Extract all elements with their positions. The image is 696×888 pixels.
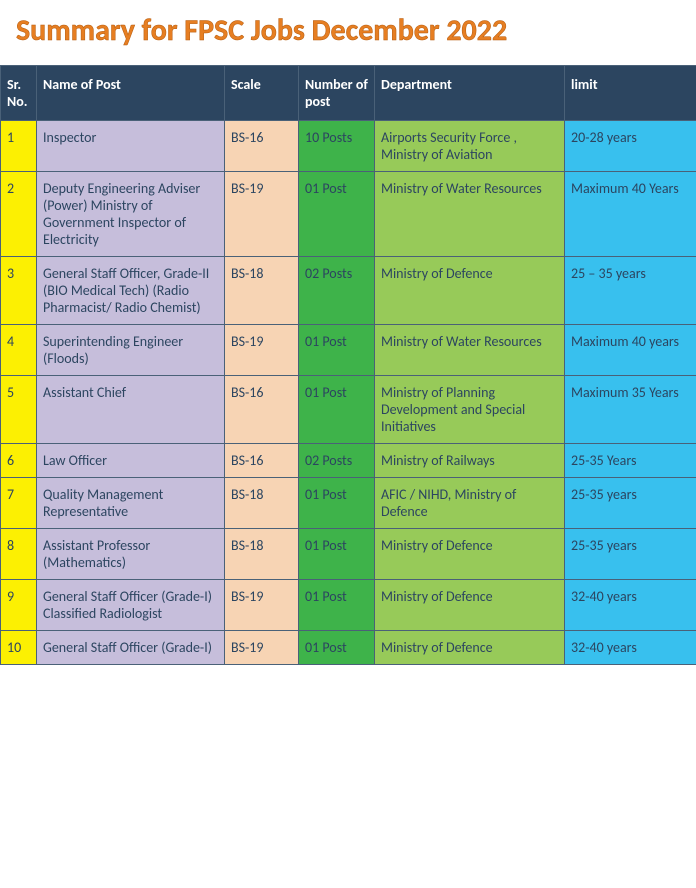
cell-limit: Maximum 40 Years bbox=[565, 172, 696, 257]
cell-num: 01 Post bbox=[299, 376, 375, 444]
cell-scale: BS-19 bbox=[225, 631, 299, 665]
cell-name: General Staff Officer (Grade-I) bbox=[37, 631, 225, 665]
cell-dept: Ministry of Defence bbox=[375, 580, 565, 631]
col-header-limit: limit bbox=[565, 66, 696, 121]
cell-dept: Ministry of Water Resources bbox=[375, 172, 565, 257]
cell-sr: 8 bbox=[1, 529, 37, 580]
col-header-name: Name of Post bbox=[37, 66, 225, 121]
table-row: 6Law OfficerBS-1602 PostsMinistry of Rai… bbox=[1, 444, 696, 478]
col-header-dept: Department bbox=[375, 66, 565, 121]
cell-sr: 2 bbox=[1, 172, 37, 257]
cell-num: 10 Posts bbox=[299, 121, 375, 172]
col-header-scale: Scale bbox=[225, 66, 299, 121]
cell-num: 01 Post bbox=[299, 325, 375, 376]
cell-limit: 32-40 years bbox=[565, 631, 696, 665]
cell-num: 01 Post bbox=[299, 478, 375, 529]
cell-scale: BS-19 bbox=[225, 172, 299, 257]
cell-name: Superintending Engineer (Floods) bbox=[37, 325, 225, 376]
col-header-num: Number of post bbox=[299, 66, 375, 121]
cell-num: 02 Posts bbox=[299, 257, 375, 325]
table-row: 7Quality Management RepresentativeBS-180… bbox=[1, 478, 696, 529]
table-row: 3General Staff Officer, Grade-II (BIO Me… bbox=[1, 257, 696, 325]
cell-limit: Maximum 35 Years bbox=[565, 376, 696, 444]
cell-sr: 4 bbox=[1, 325, 37, 376]
cell-dept: Ministry of Planning Development and Spe… bbox=[375, 376, 565, 444]
cell-num: 01 Post bbox=[299, 529, 375, 580]
cell-sr: 6 bbox=[1, 444, 37, 478]
table-row: 1InspectorBS-1610 PostsAirports Security… bbox=[1, 121, 696, 172]
cell-scale: BS-16 bbox=[225, 376, 299, 444]
cell-scale: BS-16 bbox=[225, 444, 299, 478]
table-header-row: Sr. No. Name of Post Scale Number of pos… bbox=[1, 66, 696, 121]
cell-name: Inspector bbox=[37, 121, 225, 172]
table-row: 9General Staff Officer (Grade-I) Classif… bbox=[1, 580, 696, 631]
cell-scale: BS-18 bbox=[225, 257, 299, 325]
table-row: 4Superintending Engineer (Floods)BS-1901… bbox=[1, 325, 696, 376]
cell-sr: 1 bbox=[1, 121, 37, 172]
cell-name: Quality Management Representative bbox=[37, 478, 225, 529]
table-row: 2Deputy Engineering Adviser (Power) Mini… bbox=[1, 172, 696, 257]
table-row: 5Assistant ChiefBS-1601 PostMinistry of … bbox=[1, 376, 696, 444]
cell-scale: BS-19 bbox=[225, 580, 299, 631]
cell-limit: 32-40 years bbox=[565, 580, 696, 631]
cell-scale: BS-16 bbox=[225, 121, 299, 172]
cell-sr: 10 bbox=[1, 631, 37, 665]
cell-dept: Ministry of Defence bbox=[375, 631, 565, 665]
cell-limit: 25-35 years bbox=[565, 478, 696, 529]
jobs-table: Sr. No. Name of Post Scale Number of pos… bbox=[0, 65, 696, 665]
cell-name: Deputy Engineering Adviser (Power) Minis… bbox=[37, 172, 225, 257]
cell-limit: Maximum 40 years bbox=[565, 325, 696, 376]
cell-limit: 25 – 35 years bbox=[565, 257, 696, 325]
cell-num: 01 Post bbox=[299, 172, 375, 257]
cell-scale: BS-18 bbox=[225, 478, 299, 529]
cell-sr: 9 bbox=[1, 580, 37, 631]
cell-dept: Ministry of Defence bbox=[375, 257, 565, 325]
cell-limit: 25-35 Years bbox=[565, 444, 696, 478]
cell-dept: Ministry of Water Resources bbox=[375, 325, 565, 376]
cell-name: Assistant Professor (Mathematics) bbox=[37, 529, 225, 580]
cell-scale: BS-19 bbox=[225, 325, 299, 376]
cell-dept: Airports Security Force , Ministry of Av… bbox=[375, 121, 565, 172]
cell-name: General Staff Officer (Grade-I) Classifi… bbox=[37, 580, 225, 631]
cell-limit: 20-28 years bbox=[565, 121, 696, 172]
table-row: 8Assistant Professor (Mathematics)BS-180… bbox=[1, 529, 696, 580]
cell-num: 01 Post bbox=[299, 580, 375, 631]
cell-name: General Staff Officer, Grade-II (BIO Med… bbox=[37, 257, 225, 325]
cell-num: 01 Post bbox=[299, 631, 375, 665]
table-row: 10General Staff Officer (Grade-I)BS-1901… bbox=[1, 631, 696, 665]
col-header-sr: Sr. No. bbox=[1, 66, 37, 121]
cell-dept: AFIC / NIHD, Ministry of Defence bbox=[375, 478, 565, 529]
cell-sr: 5 bbox=[1, 376, 37, 444]
cell-sr: 3 bbox=[1, 257, 37, 325]
cell-limit: 25-35 years bbox=[565, 529, 696, 580]
table-body: 1InspectorBS-1610 PostsAirports Security… bbox=[1, 121, 696, 665]
cell-scale: BS-18 bbox=[225, 529, 299, 580]
cell-dept: Ministry of Railways bbox=[375, 444, 565, 478]
cell-num: 02 Posts bbox=[299, 444, 375, 478]
cell-sr: 7 bbox=[1, 478, 37, 529]
cell-name: Law Officer bbox=[37, 444, 225, 478]
page-title: Summary for FPSC Jobs December 2022 bbox=[0, 0, 696, 65]
cell-name: Assistant Chief bbox=[37, 376, 225, 444]
cell-dept: Ministry of Defence bbox=[375, 529, 565, 580]
